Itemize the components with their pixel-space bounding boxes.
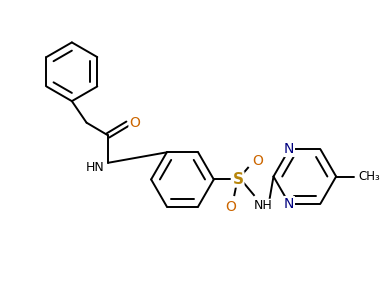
Text: N: N (284, 196, 295, 211)
Text: O: O (129, 116, 140, 130)
Text: O: O (225, 200, 236, 214)
Text: S: S (233, 172, 244, 187)
Text: N: N (284, 142, 295, 156)
Text: HN: HN (86, 161, 105, 174)
Text: NH: NH (253, 199, 272, 212)
Text: CH₃: CH₃ (359, 170, 380, 183)
Text: O: O (253, 154, 263, 168)
